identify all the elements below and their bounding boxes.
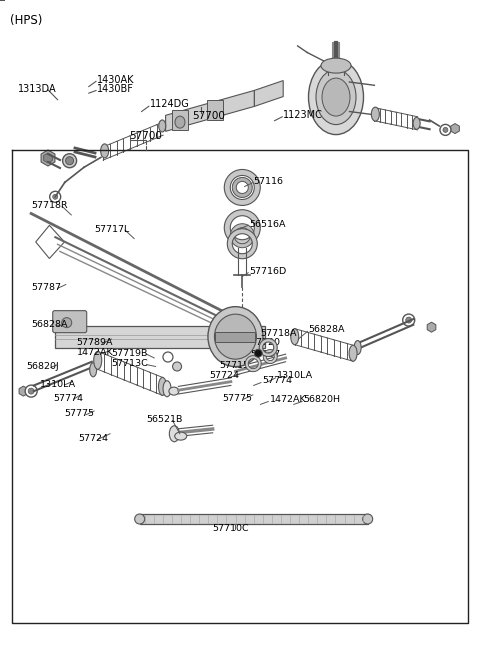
Ellipse shape [158,377,167,396]
Ellipse shape [159,120,166,132]
Circle shape [62,154,77,168]
Text: 56521B: 56521B [146,415,183,424]
Text: 57719B: 57719B [111,349,148,358]
Text: 57774: 57774 [53,394,83,403]
Ellipse shape [354,340,361,354]
Ellipse shape [309,60,363,134]
Bar [216,332,255,342]
Polygon shape [166,91,254,131]
Circle shape [173,362,181,371]
Text: 57720: 57720 [250,338,280,347]
Ellipse shape [169,387,179,395]
Ellipse shape [372,107,379,121]
Text: 56828A: 56828A [309,325,345,334]
Circle shape [254,349,262,358]
Text: 1430BF: 1430BF [97,84,134,94]
Circle shape [440,125,451,135]
Text: 1123MC: 1123MC [283,110,323,120]
Ellipse shape [135,514,144,524]
Polygon shape [172,110,188,130]
Bar [55,325,265,348]
Ellipse shape [169,426,180,441]
Polygon shape [207,100,223,119]
Text: 57774: 57774 [262,376,292,385]
Text: 57715: 57715 [219,361,250,369]
Circle shape [406,317,412,323]
Circle shape [163,352,173,362]
Text: 57775: 57775 [64,409,95,419]
Text: 57775: 57775 [223,394,252,403]
Ellipse shape [215,314,256,359]
Text: 1124DG: 1124DG [150,98,190,109]
Text: 56820J: 56820J [26,362,60,371]
Text: 57737: 57737 [250,350,280,359]
Text: 57787: 57787 [31,283,61,293]
Text: (HPS): (HPS) [10,14,42,28]
Text: 57718A: 57718A [261,329,297,338]
Text: 57789A: 57789A [77,338,113,347]
Circle shape [53,194,58,199]
Bar [140,514,368,524]
Ellipse shape [94,352,102,369]
Circle shape [443,127,448,133]
Ellipse shape [363,514,372,524]
Ellipse shape [349,345,357,361]
Polygon shape [254,81,283,106]
Ellipse shape [101,144,108,158]
Text: 57718R: 57718R [31,201,68,210]
Text: 57713C: 57713C [111,359,148,368]
FancyBboxPatch shape [53,311,87,333]
Text: 57716D: 57716D [249,267,287,276]
Text: 1472AK: 1472AK [77,348,113,357]
Text: 57724: 57724 [78,434,108,443]
Text: 1430AK: 1430AK [97,75,134,85]
Text: 1313DA: 1313DA [18,83,57,94]
Circle shape [50,192,60,202]
Ellipse shape [163,380,171,397]
Circle shape [403,314,415,326]
Text: 57717L: 57717L [94,224,129,234]
Text: 1310LA: 1310LA [276,371,312,380]
Ellipse shape [90,363,96,377]
Ellipse shape [175,432,187,440]
Circle shape [25,385,37,397]
Text: 57116: 57116 [253,177,284,186]
Text: 57710C: 57710C [213,524,249,533]
Text: 56828A: 56828A [31,320,68,329]
Ellipse shape [316,70,356,125]
Ellipse shape [413,117,420,129]
Text: 57724: 57724 [209,371,239,380]
Ellipse shape [321,58,351,73]
Circle shape [62,318,72,327]
Ellipse shape [175,116,185,128]
Text: 1310LA: 1310LA [40,380,76,388]
Text: 57700: 57700 [192,111,225,121]
Ellipse shape [291,329,299,344]
Text: 56516A: 56516A [249,220,286,229]
Text: 57700: 57700 [130,131,162,142]
Text: 1472AK: 1472AK [270,395,306,404]
Text: 56820H: 56820H [303,395,340,404]
Circle shape [66,157,73,165]
Ellipse shape [208,306,263,367]
Circle shape [28,388,34,394]
Ellipse shape [322,78,350,116]
